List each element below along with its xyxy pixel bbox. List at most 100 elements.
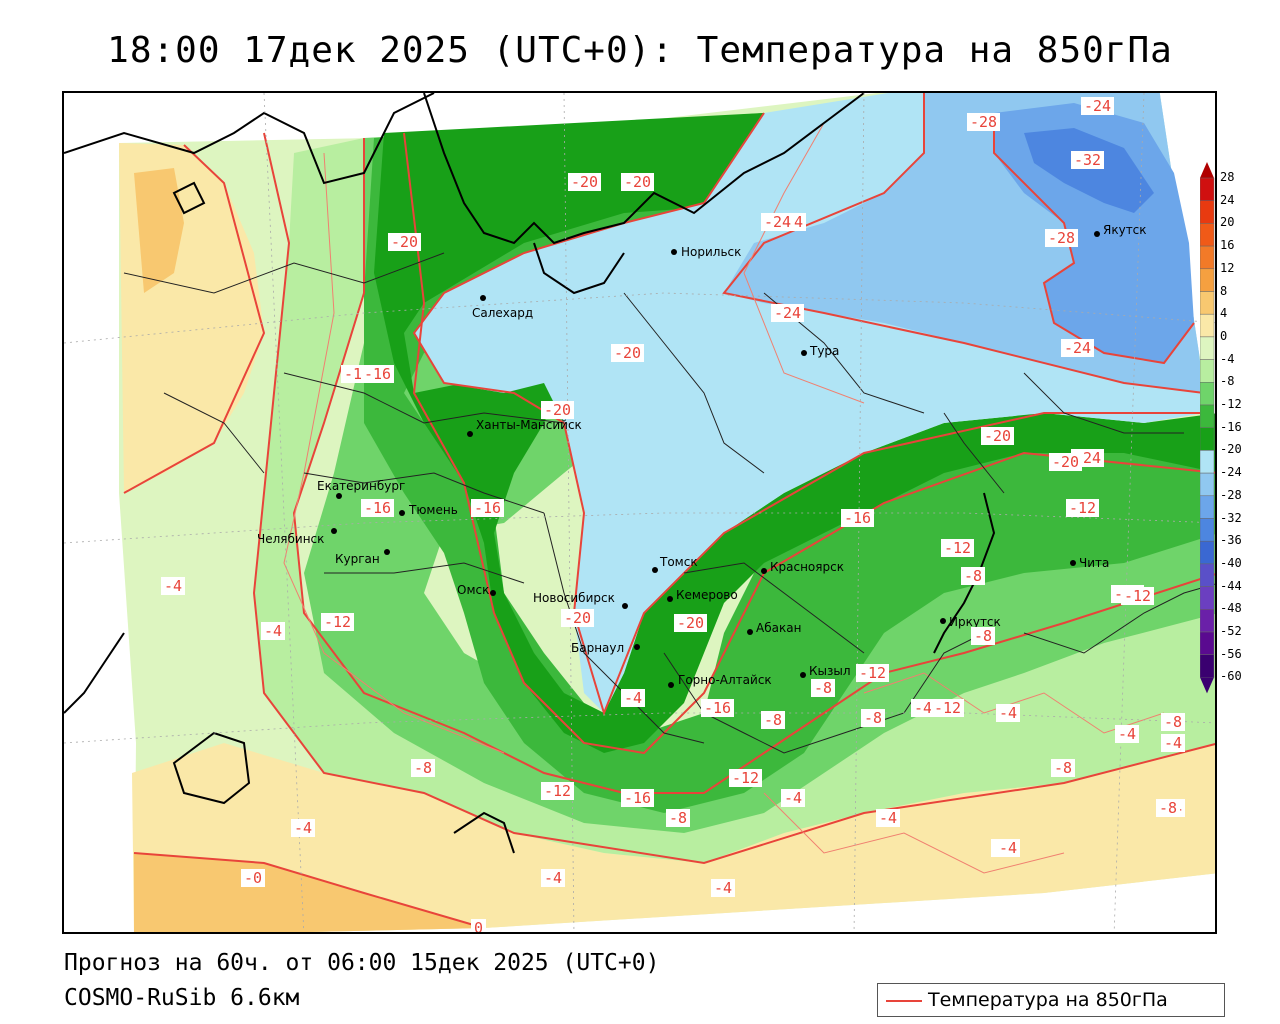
colorbar-tick-label: -8: [1220, 374, 1235, 389]
contour-value-label: -28: [1045, 229, 1078, 247]
svg-text:Якутск: Якутск: [1103, 223, 1147, 237]
svg-text:-16: -16: [474, 499, 501, 517]
contour-value-label: -4: [911, 699, 935, 717]
colorbar-swatch: [1200, 336, 1215, 360]
colorbar-swatch: [1200, 495, 1215, 519]
map-title: 18:00 17дек 2025 (UTC+0): Температура на…: [107, 30, 1173, 71]
contour-value-label: -20: [568, 173, 601, 191]
svg-text:-16: -16: [364, 499, 391, 517]
contour-value-label: -20: [561, 609, 594, 627]
svg-text:0: 0: [474, 919, 483, 934]
svg-text:-20: -20: [677, 614, 704, 632]
colorbar-swatch: [1200, 177, 1215, 201]
contour-value-label: -8: [666, 809, 690, 827]
svg-text:-20: -20: [391, 233, 418, 251]
colorbar-tick-label: -28: [1220, 487, 1242, 502]
colorbar-swatch: [1200, 609, 1215, 633]
colorbar-tick-label: -32: [1220, 510, 1242, 525]
svg-text:-12: -12: [544, 782, 571, 800]
svg-text:-8: -8: [814, 679, 832, 697]
colorbar-tick-label: 0: [1220, 328, 1228, 343]
contour-value-label: -12: [941, 539, 974, 557]
svg-text:Красноярск: Красноярск: [770, 560, 844, 574]
contour-value-label: -4: [781, 789, 805, 807]
colorbar-swatch: [1200, 631, 1215, 655]
svg-text:-4: -4: [999, 839, 1017, 857]
contour-value-label: -12: [729, 769, 762, 787]
contour-value-label: -8: [971, 627, 995, 645]
band-minus-32-core: [1024, 128, 1154, 213]
svg-text:-8: -8: [1054, 759, 1072, 777]
city-novosibirsk: Новосибирск: [533, 591, 628, 609]
svg-text:Ханты-Мансийск: Ханты-Мансийск: [476, 418, 582, 432]
svg-text:-8: -8: [864, 709, 882, 727]
svg-text:-12: -12: [859, 664, 886, 682]
colorbar-tick-label: -52: [1220, 624, 1242, 638]
contour-value-label: -4: [1161, 734, 1185, 752]
contour-value-label: -12: [1121, 587, 1154, 605]
svg-text:Салехард: Салехард: [472, 306, 533, 320]
colorbar-swatch: [1200, 450, 1215, 474]
svg-text:-4: -4: [624, 689, 642, 707]
contour-value-label: -16: [701, 699, 734, 717]
svg-text:Кемерово: Кемерово: [676, 588, 738, 602]
svg-text:-16: -16: [704, 699, 731, 717]
svg-text:-20: -20: [624, 173, 651, 191]
contour-labels: -24-28-32-28-24-20-20-20-24-24-20-24-16-…: [161, 97, 1185, 934]
svg-text:Чита: Чита: [1079, 556, 1109, 570]
city-tyumen: Тюмень: [399, 503, 458, 517]
contour-value-label: -4: [996, 839, 1020, 857]
svg-text:-12: -12: [1124, 587, 1151, 605]
city-markers: Салехард Норильск Тура Якутск Ханты-Манс…: [257, 223, 1147, 688]
contour-value-label: -24: [761, 213, 794, 231]
svg-text:Горно-Алтайск: Горно-Алтайск: [678, 673, 772, 687]
contour-value-label: -4: [541, 869, 565, 887]
colorbar-tick-label: -12: [1220, 397, 1242, 411]
colorbar-tick-label: -48: [1220, 601, 1242, 616]
colorbar-swatch: [1200, 654, 1215, 678]
svg-text:-16: -16: [364, 365, 391, 383]
contour-value-label: -4: [996, 704, 1020, 722]
contour-value-label: -20: [1049, 453, 1082, 471]
svg-text:-20: -20: [614, 344, 641, 362]
svg-text:-12: -12: [324, 613, 351, 631]
colorbar-swatch: [1200, 268, 1215, 292]
colorbar-tick-label: -56: [1220, 646, 1242, 661]
contour-value-label: -24: [1081, 97, 1114, 115]
city-omsk: Омск: [457, 583, 496, 597]
contour-value-label: -4: [876, 809, 900, 827]
contour-value-label: -16: [361, 365, 394, 383]
svg-text:-12: -12: [944, 539, 971, 557]
contour-value-label: -20: [388, 233, 421, 251]
contour-value-label: -8: [411, 759, 435, 777]
city-chita: Чита: [1070, 556, 1109, 570]
legend: Температура на 850гПа: [877, 983, 1225, 1017]
map-area: Салехард Норильск Тура Якутск Ханты-Манс…: [62, 91, 1217, 934]
contour-value-label: -16: [841, 509, 874, 527]
svg-text:-20: -20: [984, 427, 1011, 445]
svg-text:-20: -20: [1052, 453, 1079, 471]
contour-value-label: -12: [856, 664, 889, 682]
contour-value-label: -8: [811, 679, 835, 697]
forecast-map: Салехард Норильск Тура Якутск Ханты-Манс…: [64, 93, 1215, 934]
svg-text:-4: -4: [714, 879, 732, 897]
contour-value-label: -12: [541, 782, 574, 800]
warm-zone-south-2: [134, 853, 484, 932]
colorbar-tick-label: 28: [1220, 170, 1235, 184]
contour-value-label: -8: [861, 709, 885, 727]
contour-value-label: -4: [1115, 725, 1139, 743]
svg-text:-16: -16: [624, 789, 651, 807]
contour-value-label: -0: [241, 869, 265, 887]
contour-value-label: -8: [961, 567, 985, 585]
svg-text:Омск: Омск: [457, 583, 489, 597]
svg-text:-12: -12: [732, 769, 759, 787]
city-irkutsk: Иркутск: [940, 615, 1001, 629]
svg-text:-20: -20: [564, 609, 591, 627]
colorbar-arrow-top: [1200, 162, 1214, 178]
warm-zone-south: [132, 743, 1215, 932]
svg-text:-28: -28: [970, 113, 997, 131]
contour-value-label: -12: [931, 699, 964, 717]
svg-text:Тюмень: Тюмень: [408, 503, 458, 517]
svg-text:-28: -28: [1048, 229, 1075, 247]
svg-text:Иркутск: Иркутск: [949, 615, 1001, 629]
